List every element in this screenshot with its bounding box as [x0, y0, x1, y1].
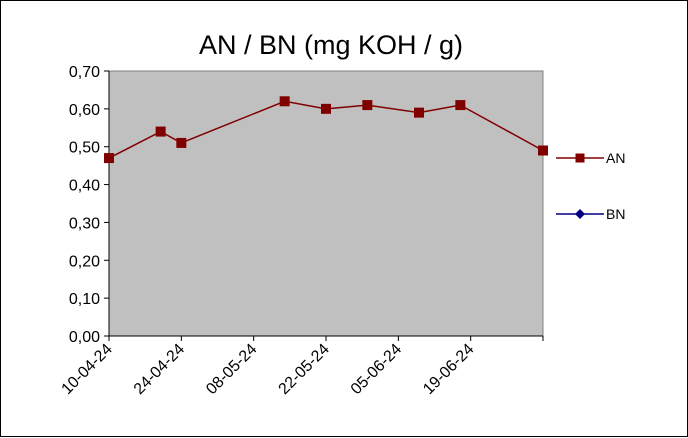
- data-point-an: [279, 96, 290, 107]
- legend-label-bn: BN: [606, 206, 625, 222]
- y-tick-label: 0,30: [69, 215, 100, 232]
- x-tick-label: 24-04-24: [131, 341, 188, 398]
- data-point-an: [455, 100, 466, 111]
- legend-label-an: AN: [606, 150, 625, 166]
- data-point-an: [414, 107, 424, 118]
- data-point-an: [362, 100, 373, 111]
- x-tick-label: 22-05-24: [276, 341, 333, 398]
- legend-marker-an: [575, 153, 585, 163]
- x-axis-ticks: 10-04-24 24-04-24 08-05-24 22-05-24 05-06-24…: [59, 336, 544, 398]
- data-point-an: [155, 126, 166, 137]
- y-tick-label: 0,10: [69, 291, 100, 308]
- x-tick-label: 08-05-24: [203, 341, 260, 398]
- y-axis-ticks: 0,00 0,10 0,20 0,30 0,40 0,50 0,60 0,70: [69, 64, 109, 346]
- x-tick-label: 19-06-24: [420, 341, 477, 398]
- y-tick-label: 0,70: [69, 64, 100, 81]
- x-tick-label: 05-06-24: [348, 341, 405, 398]
- legend: AN BN: [556, 150, 625, 222]
- legend-marker-bn: [575, 209, 585, 219]
- data-point-an: [176, 137, 187, 148]
- y-tick-label: 0,20: [69, 253, 100, 270]
- x-tick-label: 10-04-24: [59, 341, 116, 398]
- data-point-an: [104, 153, 114, 164]
- y-tick-label: 0,00: [69, 329, 100, 346]
- data-point-an: [538, 145, 548, 156]
- data-point-an: [321, 103, 331, 114]
- y-tick-label: 0,50: [69, 140, 100, 157]
- y-tick-label: 0,60: [69, 102, 100, 119]
- series-layer: [104, 96, 548, 164]
- chart-title: AN / BN (mg KOH / g): [199, 30, 463, 60]
- y-tick-label: 0,40: [69, 178, 100, 195]
- plot-area: [108, 70, 544, 337]
